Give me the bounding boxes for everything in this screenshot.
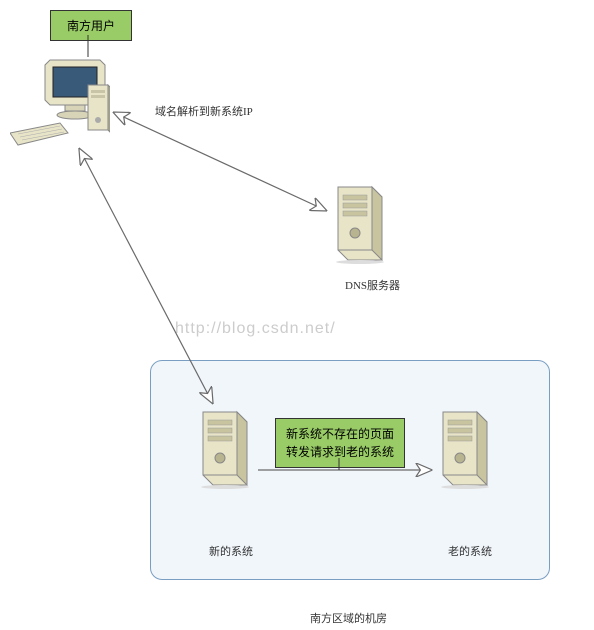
old-system-server-icon xyxy=(435,400,495,490)
user-label-text: 南方用户 xyxy=(67,19,115,33)
new-system-server-icon xyxy=(195,400,255,490)
info-line2: 转发请求到老的系统 xyxy=(286,443,394,461)
info-line1: 新系统不存在的页面 xyxy=(286,425,394,443)
dns-resolve-label: 域名解析到新系统IP xyxy=(155,103,253,119)
old-system-label: 老的系统 xyxy=(448,543,492,559)
forward-info-box: 新系统不存在的页面 转发请求到老的系统 xyxy=(275,418,405,468)
watermark: http://blog.csdn.net/ xyxy=(175,320,336,338)
workstation-icon xyxy=(10,55,110,150)
user-label-box: 南方用户 xyxy=(50,10,132,41)
dns-server-label: DNS服务器 xyxy=(345,277,400,293)
region-label: 南方区域的机房 xyxy=(310,610,387,626)
new-system-label: 新的系统 xyxy=(209,543,253,559)
dns-server-icon xyxy=(330,175,390,265)
edge-workstation-to-dns xyxy=(115,113,325,210)
